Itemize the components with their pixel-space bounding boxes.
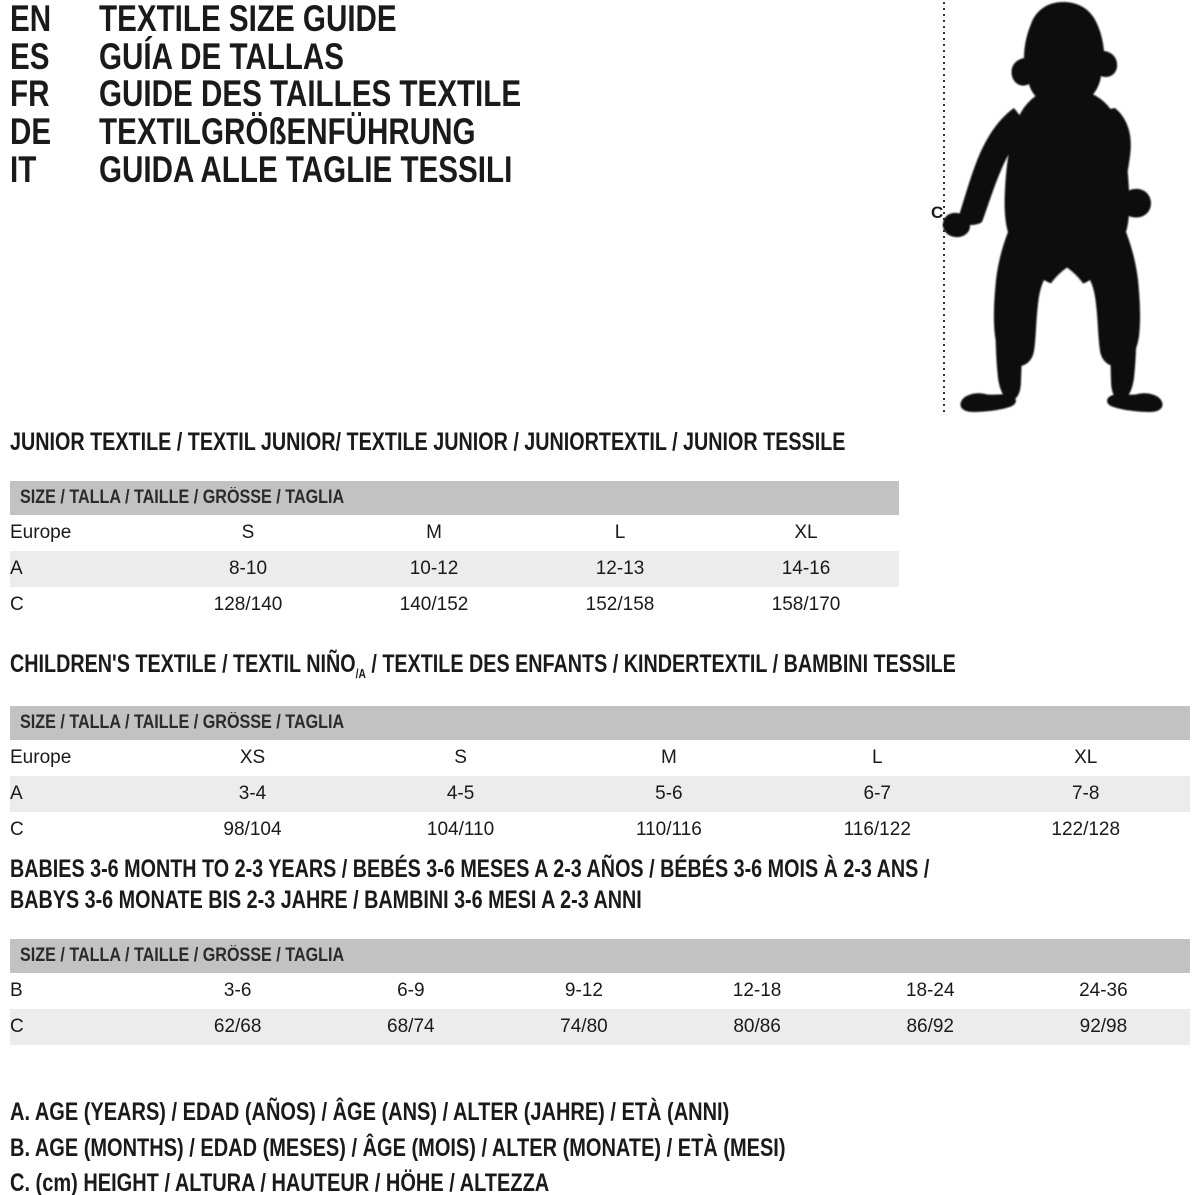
svg-text:C: C — [931, 203, 943, 222]
